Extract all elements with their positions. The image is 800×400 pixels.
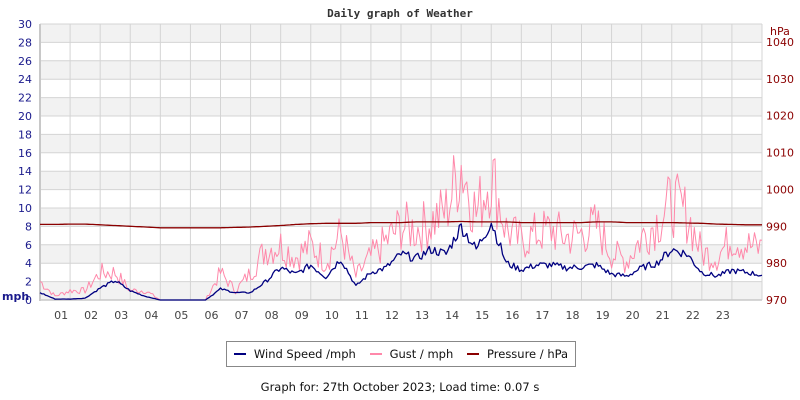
- svg-text:02: 02: [84, 309, 98, 322]
- svg-text:10: 10: [18, 202, 32, 215]
- svg-text:10: 10: [325, 309, 339, 322]
- svg-text:04: 04: [144, 309, 158, 322]
- svg-text:11: 11: [355, 309, 369, 322]
- svg-text:20: 20: [626, 309, 640, 322]
- x-axis: 01 02 03 04 05 06 07 08 09 10 11 12 13 14 15 16 17 18 19 20…: [54, 309, 730, 322]
- chart-legend: Wind Speed /mph Gust / mph Pressure / hP…: [226, 341, 576, 367]
- svg-text:22: 22: [18, 92, 32, 105]
- svg-text:16: 16: [18, 147, 32, 160]
- svg-text:1030: 1030: [766, 73, 794, 86]
- svg-text:21: 21: [656, 309, 670, 322]
- legend-label: Pressure / hPa: [487, 347, 569, 361]
- svg-text:19: 19: [596, 309, 610, 322]
- right-axis-unit-label: hPa: [770, 25, 790, 38]
- svg-text:14: 14: [445, 309, 459, 322]
- svg-text:22: 22: [686, 309, 700, 322]
- svg-text:01: 01: [54, 309, 68, 322]
- legend-item-pressure: Pressure / hPa: [467, 347, 568, 361]
- chart-title: Daily graph of Weather: [327, 7, 473, 20]
- svg-text:970: 970: [766, 294, 787, 307]
- gust-swatch-icon: [369, 353, 382, 355]
- svg-text:06: 06: [205, 309, 219, 322]
- svg-text:15: 15: [475, 309, 489, 322]
- svg-text:990: 990: [766, 220, 787, 233]
- svg-text:1010: 1010: [766, 147, 794, 160]
- data-series: [39, 155, 763, 301]
- svg-text:12: 12: [18, 184, 32, 197]
- svg-text:20: 20: [18, 110, 32, 123]
- svg-text:30: 30: [18, 18, 32, 31]
- graph-footer: Graph for: 27th October 2023; Load time:…: [260, 380, 540, 394]
- legend-label: Gust / mph: [389, 347, 454, 361]
- svg-text:6: 6: [25, 239, 32, 252]
- grid-lines: [39, 23, 763, 301]
- svg-text:03: 03: [114, 309, 128, 322]
- svg-text:2: 2: [25, 276, 32, 289]
- svg-text:16: 16: [505, 309, 519, 322]
- svg-text:07: 07: [235, 309, 249, 322]
- svg-text:09: 09: [295, 309, 309, 322]
- svg-text:980: 980: [766, 257, 787, 270]
- svg-text:17: 17: [535, 309, 549, 322]
- svg-text:12: 12: [385, 309, 399, 322]
- svg-text:28: 28: [18, 36, 32, 49]
- svg-text:1040: 1040: [766, 36, 794, 49]
- wind-speed-mph-line: [39, 222, 763, 301]
- svg-text:13: 13: [415, 309, 429, 322]
- svg-text:05: 05: [174, 309, 188, 322]
- svg-text:8: 8: [25, 220, 32, 233]
- pressure-swatch-icon: [467, 353, 480, 355]
- svg-text:18: 18: [18, 128, 32, 141]
- svg-text:0: 0: [25, 294, 32, 307]
- pressure-hpa-line: [40, 220, 762, 229]
- svg-text:1000: 1000: [766, 183, 794, 196]
- right-y-axis: 970 980 990 1000 1010 1020 1030 1040: [766, 36, 794, 307]
- svg-text:1020: 1020: [766, 110, 794, 123]
- svg-text:14: 14: [18, 165, 32, 178]
- legend-label: Wind Speed /mph: [253, 347, 356, 361]
- wind-speed-swatch-icon: [233, 353, 246, 355]
- svg-text:23: 23: [716, 309, 730, 322]
- svg-text:26: 26: [18, 55, 32, 68]
- legend-item-wind-speed: Wind Speed /mph: [233, 347, 356, 361]
- left-axis-unit-label: mph: [2, 290, 29, 303]
- svg-text:18: 18: [566, 309, 580, 322]
- svg-text:24: 24: [18, 73, 32, 86]
- svg-text:08: 08: [265, 309, 279, 322]
- legend-item-gust: Gust / mph: [369, 347, 454, 361]
- svg-text:4: 4: [25, 257, 32, 270]
